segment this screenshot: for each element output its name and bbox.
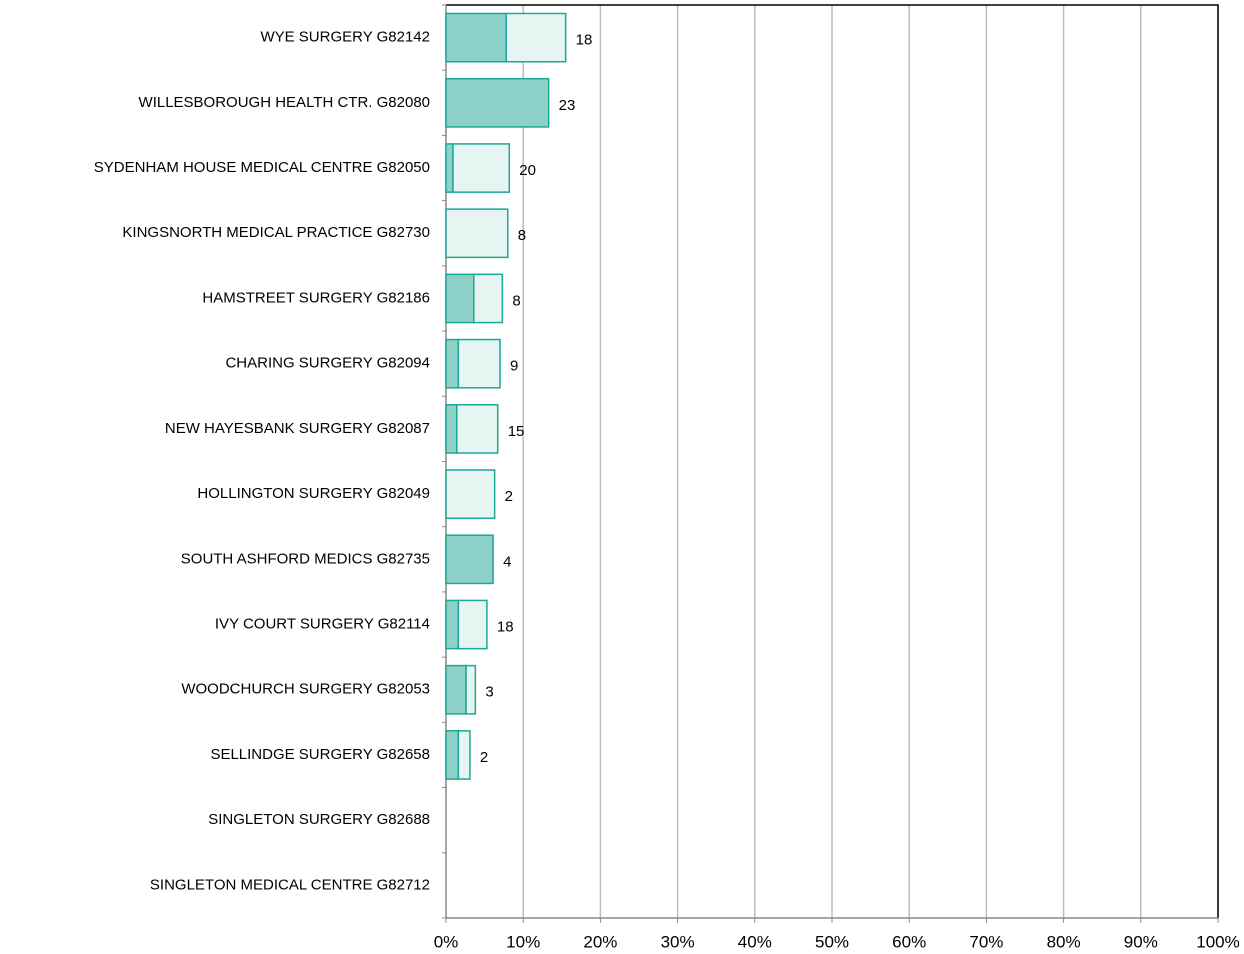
x-tick-label: 30%	[661, 932, 695, 951]
bar-segment	[456, 404, 499, 454]
category-label: WYE SURGERY G82142	[260, 29, 430, 46]
x-tick-label: 80%	[1047, 932, 1081, 951]
category-label: HAMSTREET SURGERY G82186	[202, 289, 430, 306]
x-tick-label: 90%	[1124, 932, 1158, 951]
bar-segment	[445, 404, 458, 454]
x-tick-label: 70%	[969, 932, 1003, 951]
category-label: SELLINDGE SURGERY G82658	[210, 746, 430, 763]
bar-segment	[457, 338, 501, 389]
count-label: 18	[497, 619, 514, 636]
x-tick-label: 60%	[892, 932, 926, 951]
bar-segment	[473, 273, 504, 324]
category-label: HOLLINGTON SURGERY G82049	[197, 485, 430, 502]
category-label: SYDENHAM HOUSE MEDICAL CENTRE G82050	[94, 159, 430, 176]
bar-segment	[445, 273, 475, 324]
count-label: 8	[518, 227, 526, 244]
x-tick-label: 40%	[738, 932, 772, 951]
count-label: 2	[505, 488, 513, 505]
bar-segment	[445, 730, 460, 780]
count-label: 20	[519, 162, 536, 179]
count-label: 15	[508, 423, 525, 440]
bar-segment	[457, 730, 471, 780]
bar-segment	[452, 143, 511, 193]
category-label: IVY COURT SURGERY G82114	[215, 616, 430, 633]
x-tick-label: 0%	[434, 932, 459, 951]
bar-segment	[445, 664, 467, 715]
bar-segment	[445, 143, 454, 193]
category-label: CHARING SURGERY G82094	[225, 355, 430, 372]
bar-segment	[445, 469, 496, 519]
x-tick-label: 10%	[506, 932, 540, 951]
count-label: 23	[559, 97, 576, 114]
category-label: SOUTH ASHFORD MEDICS G82735	[181, 550, 430, 567]
bar-segment	[445, 12, 507, 63]
category-label: WILLESBOROUGH HEALTH CTR. G82080	[139, 94, 430, 111]
category-label: KINGSNORTH MEDICAL PRACTICE G82730	[122, 224, 430, 241]
category-label: WOODCHURCH SURGERY G82053	[181, 681, 430, 698]
bar-segment	[445, 534, 494, 585]
count-label: 3	[485, 684, 493, 701]
bar-segment	[445, 599, 460, 650]
bar-segment	[465, 664, 477, 715]
x-tick-label: 50%	[815, 932, 849, 951]
bar-segment	[445, 208, 509, 259]
bar-segment	[445, 77, 550, 128]
count-label: 18	[576, 32, 593, 49]
x-tick-label: 20%	[583, 932, 617, 951]
count-label: 9	[510, 358, 518, 375]
category-label: NEW HAYESBANK SURGERY G82087	[165, 420, 430, 437]
count-label: 2	[480, 749, 488, 766]
category-label: SINGLETON SURGERY G82688	[208, 811, 430, 828]
plot-frame	[446, 4, 1219, 918]
count-label: 4	[503, 553, 511, 570]
bar-segment	[505, 12, 567, 63]
count-label: 8	[512, 292, 520, 309]
bar-segment	[457, 599, 488, 650]
x-tick-label: 100%	[1196, 932, 1239, 951]
category-label: SINGLETON MEDICAL CENTRE G82712	[150, 876, 430, 893]
bar-segment	[445, 338, 460, 389]
